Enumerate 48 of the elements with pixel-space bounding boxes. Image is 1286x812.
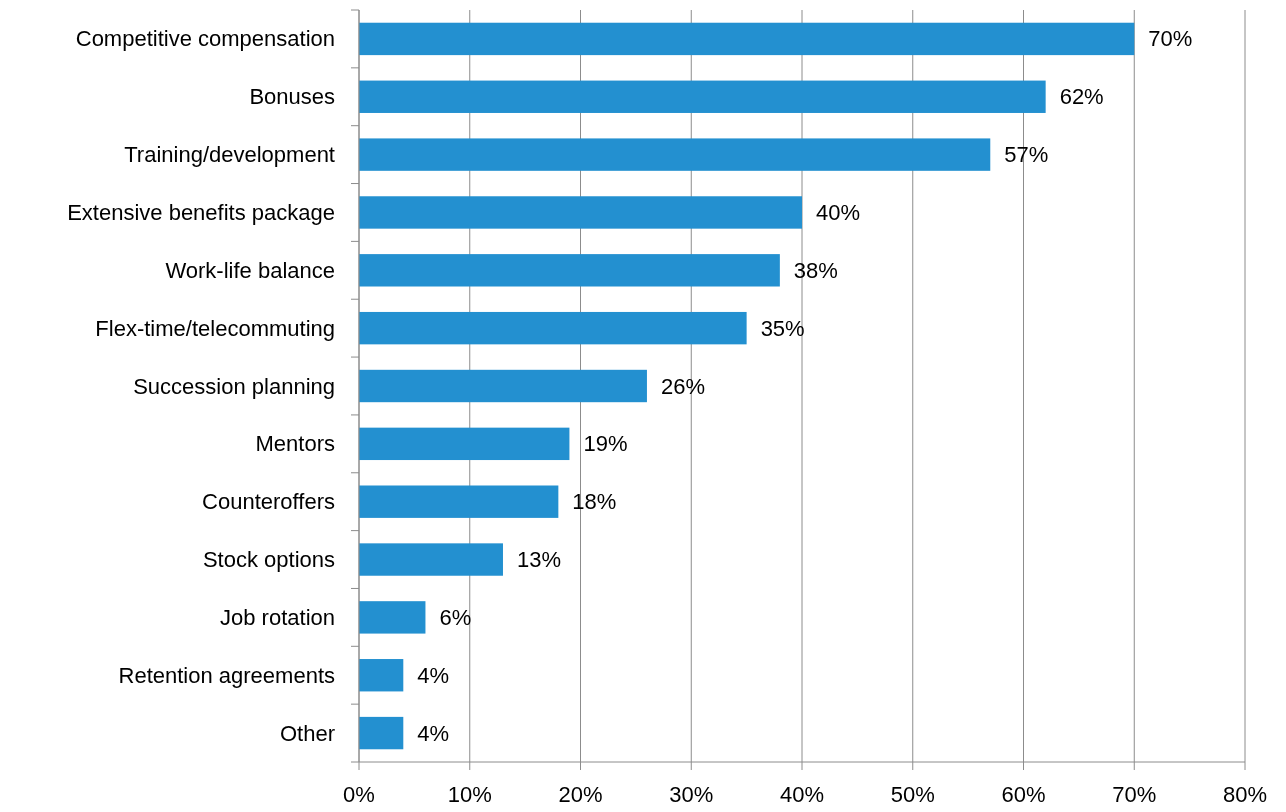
x-tick-label: 0% bbox=[343, 782, 375, 807]
x-tick-label: 10% bbox=[447, 782, 492, 807]
x-tick-label: 80% bbox=[1222, 782, 1268, 807]
y-tick-label: Flex-time/telecommuting bbox=[95, 315, 335, 341]
bar bbox=[359, 369, 647, 403]
y-tick-label: Work-life balance bbox=[165, 257, 335, 283]
data-label: 6% bbox=[439, 604, 472, 630]
bar bbox=[359, 543, 503, 576]
bar bbox=[359, 485, 559, 518]
data-label: 38% bbox=[793, 257, 838, 283]
y-tick-label: Counteroffers bbox=[202, 489, 335, 515]
data-label: 40% bbox=[816, 199, 861, 225]
data-label: 13% bbox=[516, 547, 562, 573]
bar bbox=[359, 22, 1135, 56]
bar bbox=[359, 138, 991, 171]
data-label: 26% bbox=[660, 373, 705, 399]
y-tick-label: Extensive benefits package bbox=[67, 199, 335, 225]
bar bbox=[359, 80, 1046, 113]
x-tick-label: 20% bbox=[558, 782, 603, 807]
y-tick-label: Stock options bbox=[202, 547, 335, 573]
x-tick-label: 40% bbox=[779, 782, 825, 807]
bar bbox=[359, 716, 404, 750]
y-tick-label: Competitive compensation bbox=[75, 26, 335, 52]
bar bbox=[359, 659, 404, 692]
y-tick-label: Mentors bbox=[255, 431, 335, 457]
data-label: 4% bbox=[417, 720, 450, 746]
y-tick-label: Succession planning bbox=[133, 373, 335, 399]
bar bbox=[359, 311, 747, 345]
data-label: 35% bbox=[760, 315, 805, 341]
data-label: 18% bbox=[572, 489, 617, 515]
data-label: 57% bbox=[1004, 142, 1049, 168]
data-label: 4% bbox=[417, 662, 450, 688]
x-tick-label: 60% bbox=[1001, 782, 1046, 807]
y-tick-label: Retention agreements bbox=[118, 662, 335, 688]
data-label: 19% bbox=[583, 431, 628, 457]
data-label: 62% bbox=[1059, 84, 1104, 110]
bar bbox=[359, 601, 426, 634]
x-tick-label: 30% bbox=[669, 782, 714, 807]
y-tick-label: Job rotation bbox=[220, 604, 335, 630]
bar bbox=[359, 427, 570, 461]
y-tick-label: Bonuses bbox=[249, 84, 335, 110]
bar bbox=[359, 196, 802, 229]
y-tick-label: Other bbox=[279, 720, 335, 746]
y-tick-label: Training/development bbox=[124, 142, 335, 168]
x-tick-label: 50% bbox=[890, 782, 935, 807]
data-label: 70% bbox=[1148, 26, 1193, 52]
bar bbox=[359, 254, 780, 287]
x-tick-label: 70% bbox=[1112, 782, 1157, 807]
